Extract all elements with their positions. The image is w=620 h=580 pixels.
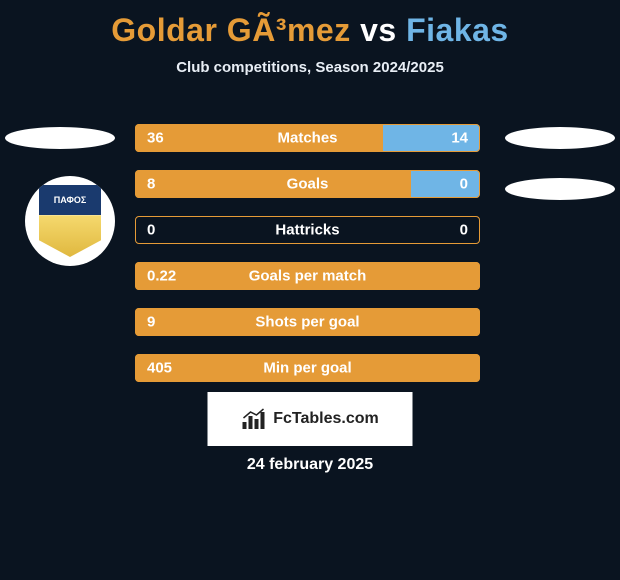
bar-metric-label: Hattricks <box>275 222 339 239</box>
club-shield-text: ΠΑΦΟΣ <box>39 185 101 215</box>
bar-row: 0.22 Goals per match <box>135 262 480 290</box>
date-text: 24 february 2025 <box>247 456 373 474</box>
bar-row: 36 Matches 14 <box>135 124 480 152</box>
bar-left-fill <box>135 170 411 198</box>
bar-right-value: 0 <box>460 222 468 239</box>
bar-metric-label: Shots per goal <box>255 314 359 331</box>
bar-left-value: 0.22 <box>147 268 176 285</box>
bar-left-value: 0 <box>147 222 155 239</box>
bar-right-value: 14 <box>451 130 468 147</box>
bar-metric-label: Goals <box>287 176 329 193</box>
subtitle: Club competitions, Season 2024/2025 <box>0 59 620 76</box>
decor-ellipse-right-1 <box>505 127 615 149</box>
fctables-logo-icon <box>241 408 267 430</box>
player2-name: Fiakas <box>406 12 509 48</box>
bar-row: 0 Hattricks 0 <box>135 216 480 244</box>
comparison-bars: 36 Matches 14 8 Goals 0 0 Hattricks 0 0.22 Goals p… <box>135 124 480 400</box>
bar-left-value: 9 <box>147 314 155 331</box>
bar-metric-label: Min per goal <box>263 360 351 377</box>
bar-metric-label: Goals per match <box>249 268 367 285</box>
bar-row: 405 Min per goal <box>135 354 480 382</box>
decor-ellipse-left <box>5 127 115 149</box>
vs-text: vs <box>360 12 397 48</box>
decor-ellipse-right-2 <box>505 178 615 200</box>
page-title: Goldar GÃ³mez vs Fiakas <box>0 0 620 49</box>
bar-left-fill <box>135 124 383 152</box>
club-shield-bottom <box>39 215 101 257</box>
footer-brand-text: FcTables.com <box>273 410 379 428</box>
bar-metric-label: Matches <box>277 130 337 147</box>
club-shield-icon: ΠΑΦΟΣ <box>39 185 101 257</box>
bar-left-value: 405 <box>147 360 172 377</box>
bar-row: 8 Goals 0 <box>135 170 480 198</box>
bar-row: 9 Shots per goal <box>135 308 480 336</box>
club-logo: ΠΑΦΟΣ <box>25 176 115 266</box>
bar-left-value: 8 <box>147 176 155 193</box>
player1-name: Goldar GÃ³mez <box>111 12 350 48</box>
bar-left-value: 36 <box>147 130 164 147</box>
bar-right-fill <box>411 170 480 198</box>
bar-right-value: 0 <box>460 176 468 193</box>
footer-brand-box: FcTables.com <box>208 392 413 446</box>
